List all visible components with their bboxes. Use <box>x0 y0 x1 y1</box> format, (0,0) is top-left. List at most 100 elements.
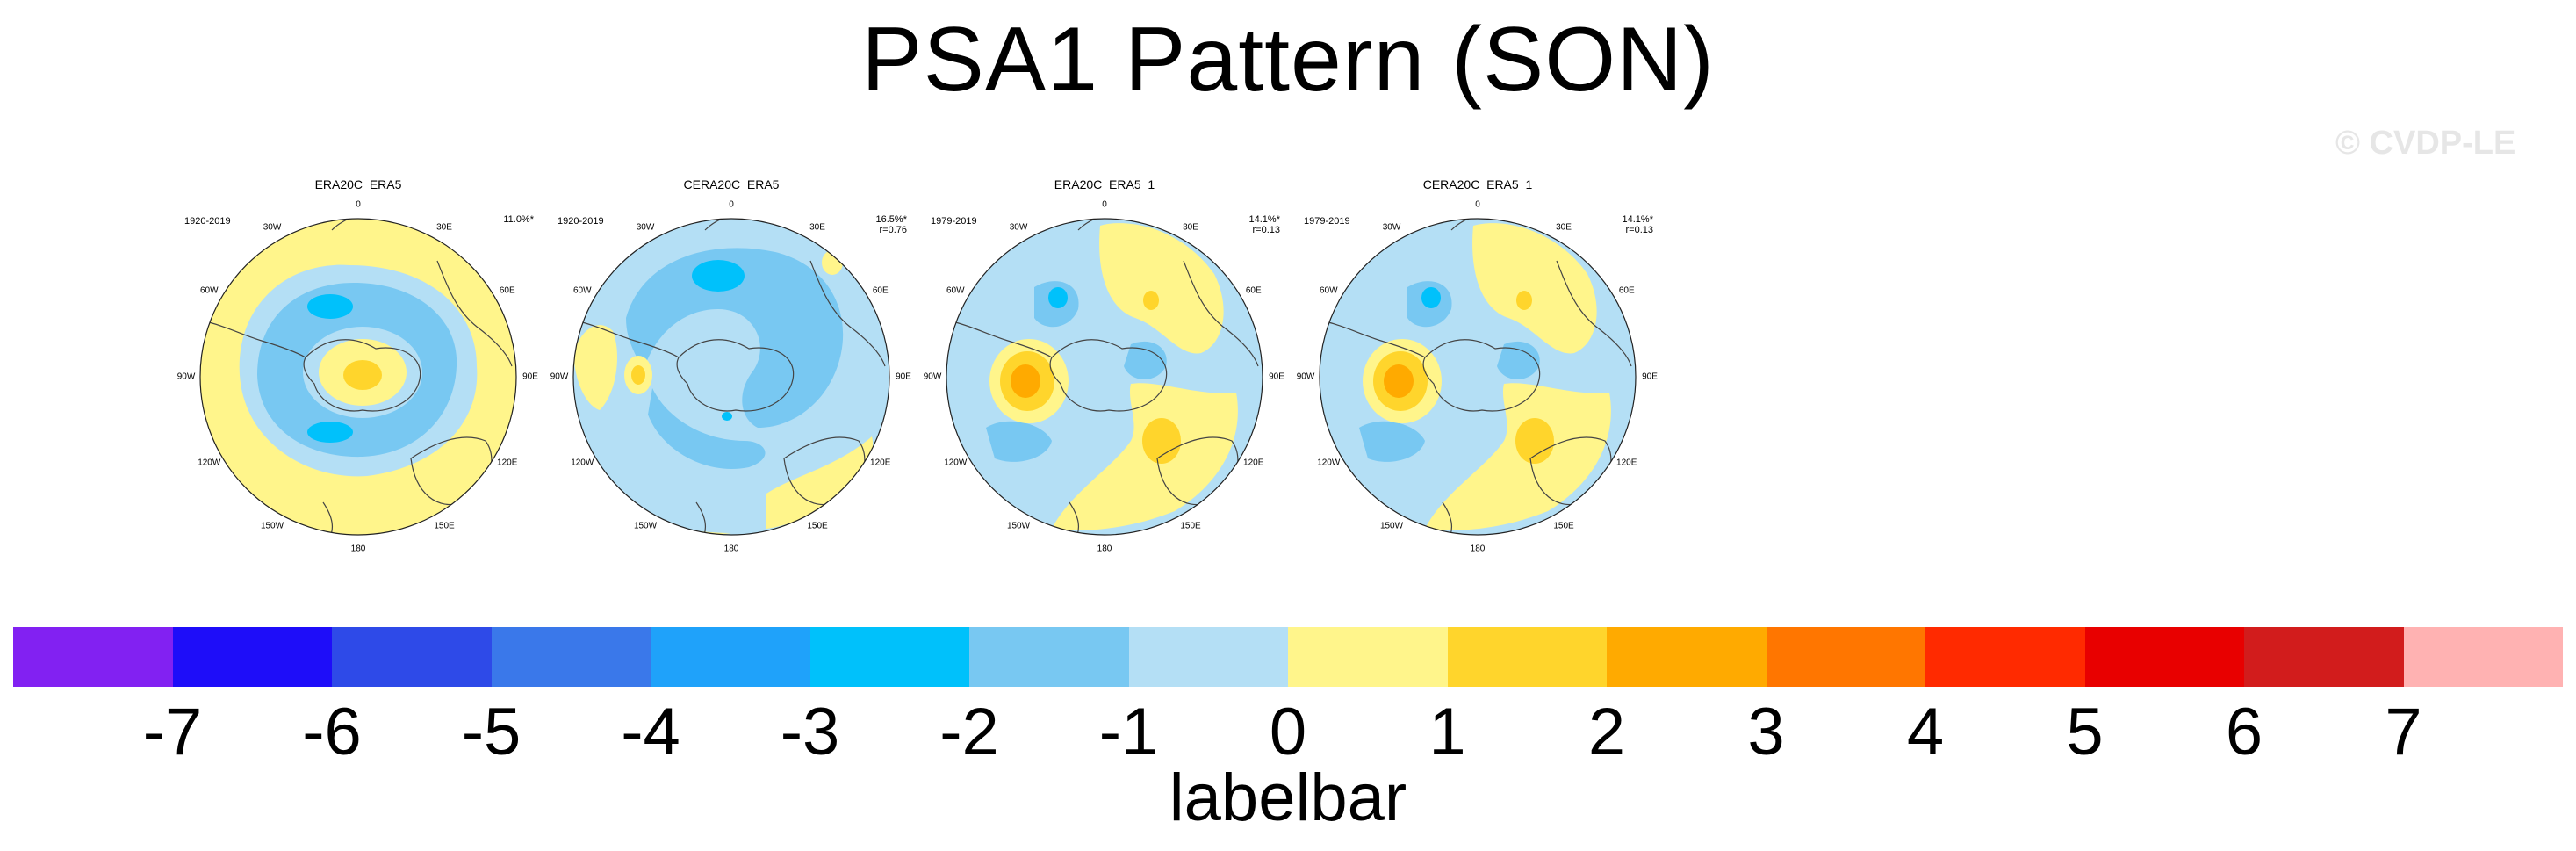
contour-region <box>307 294 353 319</box>
polar-map <box>946 218 1263 536</box>
colorbar-swatch <box>2403 627 2563 687</box>
antarctica-coastline <box>1422 339 1541 412</box>
contour-region <box>1143 291 1159 310</box>
longitude-label: 90E <box>522 371 538 382</box>
antarctica-coastline <box>303 339 421 412</box>
panel-years: 1920-2019 <box>184 216 231 227</box>
longitude-label: 30W <box>636 222 655 233</box>
map-border <box>572 218 890 536</box>
panel-title: ERA20C_ERA5_1 <box>1054 177 1155 191</box>
contour-region <box>1421 287 1441 308</box>
peninsula-coastline <box>1328 321 1426 358</box>
map-panel-cera20c-era5: CERA20C_ERA5 1920-2019 16.5%* r=0.76 0 30… <box>547 177 916 564</box>
colorbar-tick-label: 1 <box>1428 695 1466 769</box>
panel-years: 1979-2019 <box>931 216 977 227</box>
colorbar-tick-label: -5 <box>461 695 522 769</box>
africa-coastline <box>1556 260 1632 367</box>
longitude-label: 90W <box>923 371 942 382</box>
colorbar <box>13 627 2563 687</box>
contour-region <box>1124 341 1167 379</box>
longitude-label: 120E <box>1243 458 1264 468</box>
panel-title: CERA20C_ERA5 <box>683 177 780 191</box>
longitude-label: 30E <box>436 222 452 233</box>
colorbar-tick-label: 3 <box>1747 695 1785 769</box>
panel-variance-correlation: 14.1%* r=0.13 <box>1248 214 1280 235</box>
colorbar-swatch <box>1447 627 1607 687</box>
colorbar-swatch <box>1288 627 1448 687</box>
longitude-label: 90E <box>1642 371 1658 382</box>
longitude-label: 120W <box>944 458 968 468</box>
map-border <box>199 218 517 536</box>
longitude-label: 90W <box>550 371 569 382</box>
peninsula-coastline <box>581 321 680 358</box>
longitude-label: 150W <box>1379 521 1404 531</box>
contour-region <box>822 250 843 275</box>
longitude-label: 180 <box>723 544 739 554</box>
panel-variance: 11.0%* <box>503 214 534 225</box>
colorbar-tick-label: -4 <box>621 695 680 769</box>
colorbar-swatch <box>13 627 173 687</box>
longitude-label: 180 <box>1097 544 1112 554</box>
colorbar-swatch <box>1766 627 1925 687</box>
contour-region <box>1472 223 1597 354</box>
panel-variance-correlation: 14.1%* r=0.13 <box>1622 214 1653 235</box>
contour-region <box>1425 383 1611 530</box>
colorbar-swatch <box>651 627 810 687</box>
contour-region <box>626 248 844 428</box>
figure-title: PSA1 Pattern (SON) <box>861 9 1715 111</box>
longitude-label: 120E <box>497 458 518 468</box>
longitude-label: 90E <box>896 371 911 382</box>
longitude-label: 150W <box>1006 521 1031 531</box>
colorbar-tick-label: -1 <box>1098 695 1159 769</box>
longitude-label: 60W <box>572 285 592 296</box>
contour-fill <box>946 219 1263 535</box>
longitude-label: 30E <box>1556 222 1572 233</box>
longitude-label: 150E <box>807 521 828 531</box>
contour-fill <box>573 219 889 535</box>
longitude-label: 60E <box>499 285 515 296</box>
colorbar-tick-label: -6 <box>302 695 362 769</box>
colorbar-tick-label: 0 <box>1269 695 1307 769</box>
new-zealand-coastline <box>695 501 707 535</box>
contour-region <box>1011 364 1040 398</box>
new-zealand-coastline <box>1442 501 1453 535</box>
panel-title: ERA20C_ERA5 <box>314 177 402 191</box>
colorbar-swatch <box>1128 627 1288 687</box>
longitude-label: 150E <box>1553 521 1574 531</box>
contour-fill <box>200 219 516 535</box>
longitude-label: 120E <box>870 458 891 468</box>
south-america-coastline <box>704 219 754 231</box>
longitude-label: 30W <box>263 222 282 233</box>
contour-region <box>766 436 874 529</box>
longitude-label: 150W <box>633 521 658 531</box>
colorbar-tick-label: 7 <box>2385 695 2422 769</box>
contour-region <box>1515 418 1554 464</box>
longitude-label: 150W <box>260 521 284 531</box>
polar-map <box>199 218 517 536</box>
longitude-label: 30W <box>1009 222 1028 233</box>
antarctica-coastline <box>1049 339 1168 412</box>
longitude-label: 30W <box>1382 222 1401 233</box>
colorbar-label: labelbar <box>1169 761 1407 835</box>
longitude-label: 0 <box>1475 199 1480 210</box>
contour-region <box>648 388 766 469</box>
longitude-label: 0 <box>356 199 361 210</box>
contour-region <box>1052 383 1238 530</box>
longitude-label: 150E <box>1180 521 1201 531</box>
colorbar-swatch <box>491 627 651 687</box>
colorbar-swatch <box>2084 627 2244 687</box>
contour-region <box>573 325 617 410</box>
contour-region <box>1516 291 1532 310</box>
map-border <box>946 218 1263 536</box>
polar-map <box>1319 218 1637 536</box>
map-border <box>1319 218 1637 536</box>
longitude-label: 150E <box>434 521 455 531</box>
contour-region <box>1359 421 1425 462</box>
colorbar-swatch <box>1607 627 1767 687</box>
longitude-label: 120E <box>1616 458 1637 468</box>
longitude-label: 0 <box>729 199 734 210</box>
coastlines <box>1328 219 1632 535</box>
longitude-label: 180 <box>1470 544 1486 554</box>
colorbar-swatch <box>332 627 492 687</box>
antarctica-coastline <box>676 339 795 412</box>
